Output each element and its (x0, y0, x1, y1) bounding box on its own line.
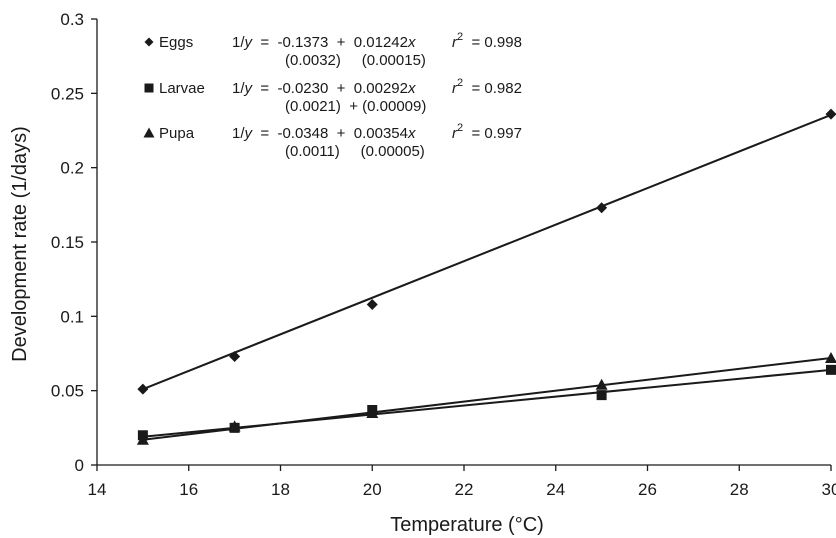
y-tick-label: 0 (75, 456, 84, 475)
legend-entry-larvae: Larvae 1/y = -0.0230 + 0.00292x r2 = 0.982… (144, 77, 522, 115)
regression-equation: 1/y = -0.0348 + 0.00354x (232, 125, 416, 142)
x-tick-label: 28 (730, 480, 749, 499)
y-tick-label: 0.3 (60, 10, 84, 29)
legend-label: Larvae (159, 80, 205, 97)
fit-lines (142, 113, 832, 441)
x-tick-label: 26 (638, 480, 657, 499)
y-tick-label: 0.25 (51, 84, 84, 103)
fit-line-eggs (142, 113, 832, 391)
axes: 0 0.05 0.1 0.15 0.2 0.25 0.3 14 16 18 20 22 24 26 28 30 (51, 10, 836, 499)
standard-errors: (0.0032) (0.00015) (285, 52, 426, 69)
standard-errors: (0.0011) (0.00005) (285, 143, 425, 160)
x-tick-label: 14 (88, 480, 107, 499)
x-tick-label: 18 (271, 480, 290, 499)
x-tick-label: 20 (363, 480, 382, 499)
legend-label: Pupa (159, 125, 195, 142)
x-tick-label: 22 (455, 480, 474, 499)
legend-marker-eggs (144, 37, 154, 47)
y-tick-label: 0.05 (51, 382, 84, 401)
x-tick-label: 16 (179, 480, 198, 499)
data-point-eggs (137, 383, 149, 395)
legend: Eggs 1/y = -0.1373 + 0.01242x r2 = 0.998 (0… (143, 31, 522, 160)
legend-marker-larvae (144, 83, 154, 93)
data-point-pupa (136, 433, 149, 445)
data-point-larvae (596, 390, 607, 401)
regression-equation: 1/y = -0.0230 + 0.00292x (232, 80, 416, 97)
standard-errors: (0.0021) + (0.00009) (285, 98, 426, 115)
data-point-pupa (366, 406, 379, 418)
data-point-eggs (366, 298, 378, 310)
r-squared: r2 = 0.998 (452, 31, 522, 51)
data-point-eggs (229, 350, 241, 362)
regression-equation: 1/y = -0.1373 + 0.01242x (232, 34, 416, 51)
y-tick-label: 0.1 (60, 307, 84, 326)
y-tick-label: 0.2 (60, 159, 84, 178)
x-tick-label: 24 (546, 480, 565, 499)
data-point-pupa (825, 351, 836, 363)
legend-entry-pupa: Pupa 1/y = -0.0348 + 0.00354x r2 = 0.997 (0… (143, 122, 522, 160)
data-point-pupa (595, 378, 608, 390)
data-point-eggs (825, 108, 836, 120)
legend-marker-pupa (143, 127, 155, 138)
x-tick-label: 30 (822, 480, 836, 499)
y-tick-label: 0.15 (51, 233, 84, 252)
data-point-pupa (228, 420, 241, 432)
x-axis-title: Temperature (°C) (390, 514, 544, 536)
r-squared: r2 = 0.982 (452, 77, 522, 97)
data-points (136, 108, 836, 445)
fit-line-pupa (142, 356, 832, 441)
data-point-larvae (826, 364, 836, 375)
legend-label: Eggs (159, 34, 193, 51)
data-point-eggs (596, 202, 608, 214)
y-axis-title: Development rate (1/days) (9, 126, 31, 362)
legend-entry-eggs: Eggs 1/y = -0.1373 + 0.01242x r2 = 0.998 (0… (144, 31, 522, 69)
r-squared: r2 = 0.997 (452, 122, 522, 142)
